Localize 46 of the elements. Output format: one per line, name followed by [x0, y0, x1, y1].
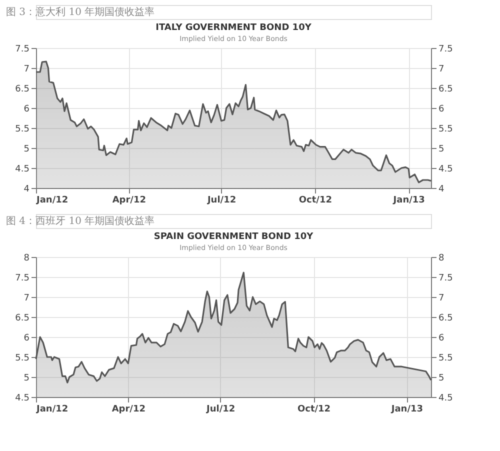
- x-tick-label: Oct/12: [298, 196, 332, 206]
- y-tick-label: 5.5: [15, 354, 30, 364]
- x-tick-label: Jan/12: [36, 404, 68, 414]
- y2-tick-label: 5.5: [438, 354, 453, 364]
- y-tick-label: 4.5: [15, 164, 30, 174]
- y-tick-label: 7.5: [15, 274, 30, 284]
- x-tick-label: Jul/12: [206, 404, 236, 414]
- y-tick-label: 5: [24, 144, 30, 154]
- chart-title: ITALY GOVERNMENT BOND 10Y: [156, 23, 312, 33]
- y2-tick-label: 7.5: [438, 274, 453, 284]
- y2-tick-label: 7: [438, 64, 444, 74]
- y-tick-label: 6: [24, 104, 30, 114]
- y2-tick-label: 4.5: [438, 164, 453, 174]
- y2-tick-label: 6.5: [438, 84, 453, 94]
- x-tick-label: Jan/12: [36, 196, 68, 206]
- y-tick-label: 5: [24, 374, 30, 384]
- x-tick-label: Apr/12: [112, 196, 146, 206]
- y2-tick-label: 5.5: [438, 124, 453, 134]
- y-tick-label: 7: [24, 294, 30, 304]
- y2-tick-label: 6: [438, 104, 444, 114]
- chart-title: SPAIN GOVERNMENT BOND 10Y: [154, 232, 314, 242]
- x-tick-label: Apr/12: [112, 404, 146, 414]
- x-tick-label: Oct/12: [297, 404, 331, 414]
- y2-tick-label: 5: [438, 374, 444, 384]
- y2-tick-label: 6: [438, 334, 444, 344]
- x-tick-label: Jan/13: [392, 196, 425, 206]
- y2-tick-label: 8: [438, 254, 444, 264]
- y-tick-label: 4: [24, 184, 30, 194]
- y2-tick-label: 4.5: [438, 394, 453, 404]
- y-tick-label: 6.5: [15, 314, 30, 324]
- y-tick-label: 8: [24, 254, 30, 264]
- y2-tick-label: 7.5: [438, 44, 453, 54]
- y2-tick-label: 7: [438, 294, 444, 304]
- y-tick-label: 7: [24, 64, 30, 74]
- y-tick-label: 4.5: [15, 394, 30, 404]
- y-tick-label: 7.5: [15, 44, 30, 54]
- y2-tick-label: 4: [438, 184, 444, 194]
- x-tick-label: Jul/12: [206, 196, 236, 206]
- caption: 图 4：西班牙 10 年期国债收益率: [6, 215, 155, 227]
- y2-tick-label: 6.5: [438, 314, 453, 324]
- caption: 图 3：意大利 10 年期国债收益率: [6, 6, 155, 18]
- y2-tick-label: 5: [438, 144, 444, 154]
- x-tick-label: Jan/13: [390, 404, 424, 414]
- y-tick-label: 6.5: [15, 84, 30, 94]
- y-tick-label: 6: [24, 334, 30, 344]
- y-tick-label: 5.5: [15, 124, 30, 134]
